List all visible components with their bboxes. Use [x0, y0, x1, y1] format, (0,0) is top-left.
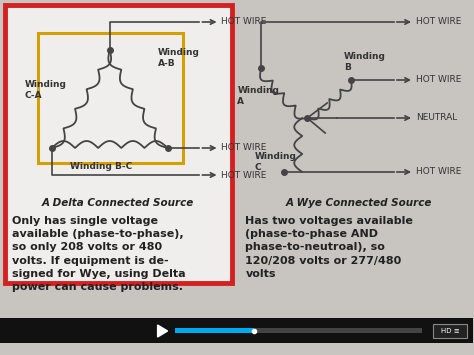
Text: Winding
B: Winding B — [344, 52, 386, 72]
Text: Winding B-C: Winding B-C — [70, 162, 132, 171]
Text: HOT WIRE: HOT WIRE — [221, 170, 267, 180]
FancyBboxPatch shape — [433, 324, 467, 338]
Text: Winding
A-B: Winding A-B — [157, 48, 200, 68]
Polygon shape — [157, 325, 168, 337]
Text: HOT WIRE: HOT WIRE — [221, 143, 267, 153]
Text: Has two voltages available
(phase-to-phase AND
phase-to-neutroal), so
120/208 vo: Has two voltages available (phase-to-pha… — [246, 216, 413, 279]
Text: HOT WIRE: HOT WIRE — [416, 17, 461, 27]
Text: HD ≡: HD ≡ — [440, 328, 459, 334]
Text: HOT WIRE: HOT WIRE — [416, 76, 461, 84]
FancyBboxPatch shape — [5, 5, 232, 283]
Text: A Wye Connected Source: A Wye Connected Source — [286, 198, 432, 208]
Text: Winding
A: Winding A — [237, 86, 279, 106]
FancyBboxPatch shape — [174, 328, 422, 333]
Text: Only has single voltage
available (phase-to-phase),
so only 208 volts or 480
vol: Only has single voltage available (phase… — [12, 216, 186, 292]
FancyBboxPatch shape — [174, 328, 255, 333]
Text: A Delta Connected Source: A Delta Connected Source — [42, 198, 194, 208]
Text: HOT WIRE: HOT WIRE — [221, 17, 267, 27]
Text: Winding
C-A: Winding C-A — [25, 80, 67, 100]
Text: Winding
C: Winding C — [255, 152, 296, 172]
FancyBboxPatch shape — [0, 318, 473, 343]
Text: HOT WIRE: HOT WIRE — [416, 168, 461, 176]
Text: NEUTRAL: NEUTRAL — [416, 114, 457, 122]
